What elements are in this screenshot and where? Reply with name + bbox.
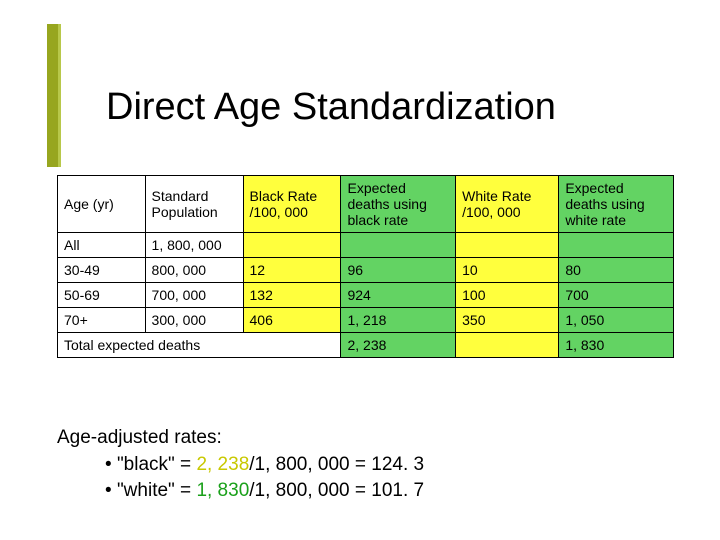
table-row: 70+ 300, 000 406 1, 218 350 1, 050 [58, 308, 674, 333]
cell-exp-black: 924 [341, 283, 456, 308]
col-exp-white: Expected deaths using white rate [559, 176, 674, 233]
cell-age: 50-69 [58, 283, 146, 308]
white-label: "white" = [117, 480, 197, 501]
black-rest: /1, 800, 000 = 124. 3 [249, 454, 424, 475]
total-exp-white: 1, 830 [559, 333, 674, 358]
cell-black-rate: 132 [243, 283, 341, 308]
cell-white-rate [456, 233, 559, 258]
table-row: 30-49 800, 000 12 96 10 80 [58, 258, 674, 283]
footer-white-line: • "white" = 1, 830/1, 800, 000 = 101. 7 [57, 478, 424, 505]
black-label: "black" = [117, 454, 197, 475]
black-value: 2, 238 [196, 454, 249, 475]
cell-white-rate: 350 [456, 308, 559, 333]
col-black-rate: Black Rate /100, 000 [243, 176, 341, 233]
white-rest: /1, 800, 000 = 101. 7 [249, 480, 424, 501]
footer-black-line: • "black" = 2, 238/1, 800, 000 = 124. 3 [57, 452, 424, 479]
cell-black-rate: 406 [243, 308, 341, 333]
cell-pop: 1, 800, 000 [145, 233, 243, 258]
cell-white-rate: 10 [456, 258, 559, 283]
white-value: 1, 830 [196, 480, 249, 501]
col-white-rate: White Rate /100, 000 [456, 176, 559, 233]
total-blank [456, 333, 559, 358]
table-header-row: Age (yr) Standard Population Black Rate … [58, 176, 674, 233]
col-exp-black: Expected deaths using black rate [341, 176, 456, 233]
cell-exp-white: 80 [559, 258, 674, 283]
cell-pop: 800, 000 [145, 258, 243, 283]
cell-age: 30-49 [58, 258, 146, 283]
cell-black-rate [243, 233, 341, 258]
cell-white-rate: 100 [456, 283, 559, 308]
bullet-icon: • [105, 454, 112, 475]
col-age: Age (yr) [58, 176, 146, 233]
cell-pop: 700, 000 [145, 283, 243, 308]
col-pop: Standard Population [145, 176, 243, 233]
footer-line1: Age-adjusted rates: [57, 425, 424, 452]
cell-exp-white: 700 [559, 283, 674, 308]
cell-age: All [58, 233, 146, 258]
accent-bar [47, 24, 61, 167]
table-row: 50-69 700, 000 132 924 100 700 [58, 283, 674, 308]
cell-pop: 300, 000 [145, 308, 243, 333]
table-total-row: Total expected deaths 2, 238 1, 830 [58, 333, 674, 358]
page-title: Direct Age Standardization [106, 86, 556, 129]
total-label: Total expected deaths [58, 333, 341, 358]
footer-text: Age-adjusted rates: • "black" = 2, 238/1… [57, 425, 424, 505]
cell-exp-black: 96 [341, 258, 456, 283]
table-row: All 1, 800, 000 [58, 233, 674, 258]
cell-exp-black [341, 233, 456, 258]
total-exp-black: 2, 238 [341, 333, 456, 358]
cell-exp-white: 1, 050 [559, 308, 674, 333]
cell-age: 70+ [58, 308, 146, 333]
cell-black-rate: 12 [243, 258, 341, 283]
cell-exp-white [559, 233, 674, 258]
bullet-icon: • [105, 480, 112, 501]
standardization-table: Age (yr) Standard Population Black Rate … [57, 175, 674, 358]
cell-exp-black: 1, 218 [341, 308, 456, 333]
